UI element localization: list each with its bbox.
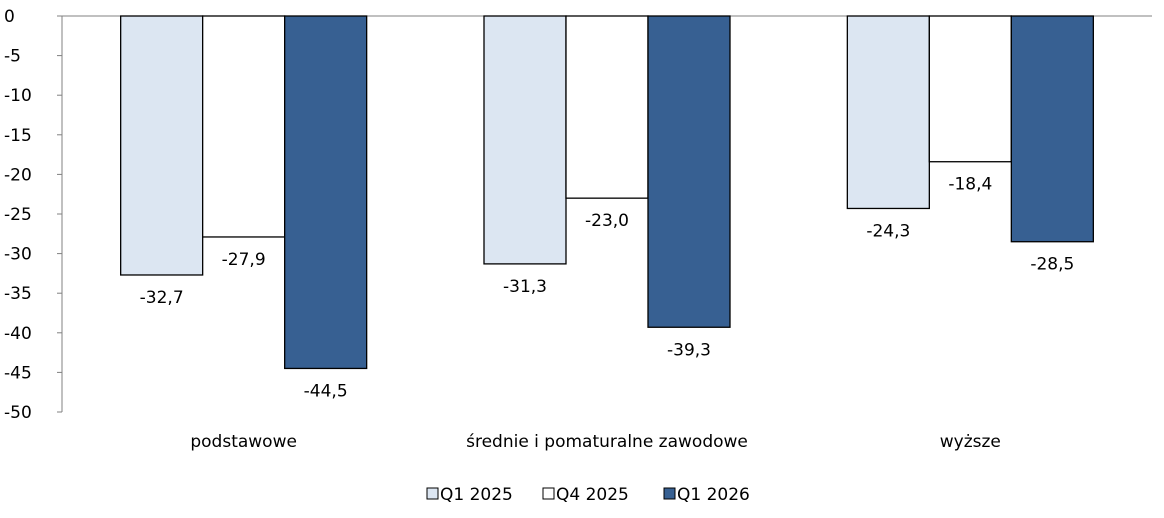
- y-tick-label: -35: [4, 284, 32, 304]
- bar-1-2: [928, 15, 1012, 163]
- bar-0-2: [846, 15, 930, 210]
- data-label: -24,3: [866, 221, 910, 241]
- bar-2-1: [647, 15, 731, 328]
- category-label: wyższe: [940, 432, 1001, 452]
- y-tick-label: -30: [4, 245, 32, 265]
- legend-label: Q4 2025: [556, 485, 629, 505]
- category-label: podstawowe: [190, 432, 297, 452]
- legend-swatch-2: [663, 487, 676, 500]
- data-label: -18,4: [948, 175, 992, 195]
- y-tick-label: -40: [4, 324, 32, 344]
- y-tick-label: -25: [4, 205, 32, 225]
- y-tick-label: -15: [4, 126, 32, 146]
- y-tick-label: 0: [4, 7, 15, 27]
- bar-2-0: [284, 15, 368, 370]
- data-label: -39,3: [667, 340, 711, 360]
- y-tick-label: -5: [4, 47, 21, 67]
- data-label: -44,5: [304, 381, 348, 401]
- y-tick-label: -45: [4, 363, 32, 383]
- bar-0-0: [120, 15, 204, 276]
- legend-swatch-0: [426, 487, 439, 500]
- category-label: średnie i pomaturalne zawodowe: [466, 432, 748, 452]
- data-label: -28,5: [1030, 255, 1074, 275]
- bars: [120, 15, 1094, 370]
- data-label: -27,9: [222, 250, 266, 270]
- y-tick-label: -50: [4, 403, 32, 423]
- legend-label: Q1 2025: [440, 485, 513, 505]
- axes: 0 -5 -10 -15 -20 -25 -30 -35 -40 -45 -50 podstawowe…: [4, 7, 1152, 452]
- bar-0-1: [483, 15, 567, 265]
- bar-1-0: [202, 15, 286, 238]
- legend: Q1 2025 Q4 2025 Q1 2026: [426, 485, 750, 505]
- data-label: -23,0: [585, 211, 629, 231]
- y-tick-label: -20: [4, 165, 32, 185]
- bar-2-2: [1010, 15, 1094, 243]
- data-labels: -32,7 -27,9 -44,5 -31,3 -23,0 -39,3 -24,3 -18,4…: [140, 175, 1075, 402]
- y-tick-label: -10: [4, 86, 32, 106]
- bar-1-1: [565, 15, 649, 199]
- data-label: -32,7: [140, 288, 184, 308]
- legend-swatch-1: [542, 487, 555, 500]
- legend-label: Q1 2026: [677, 485, 750, 505]
- data-label: -31,3: [503, 277, 547, 297]
